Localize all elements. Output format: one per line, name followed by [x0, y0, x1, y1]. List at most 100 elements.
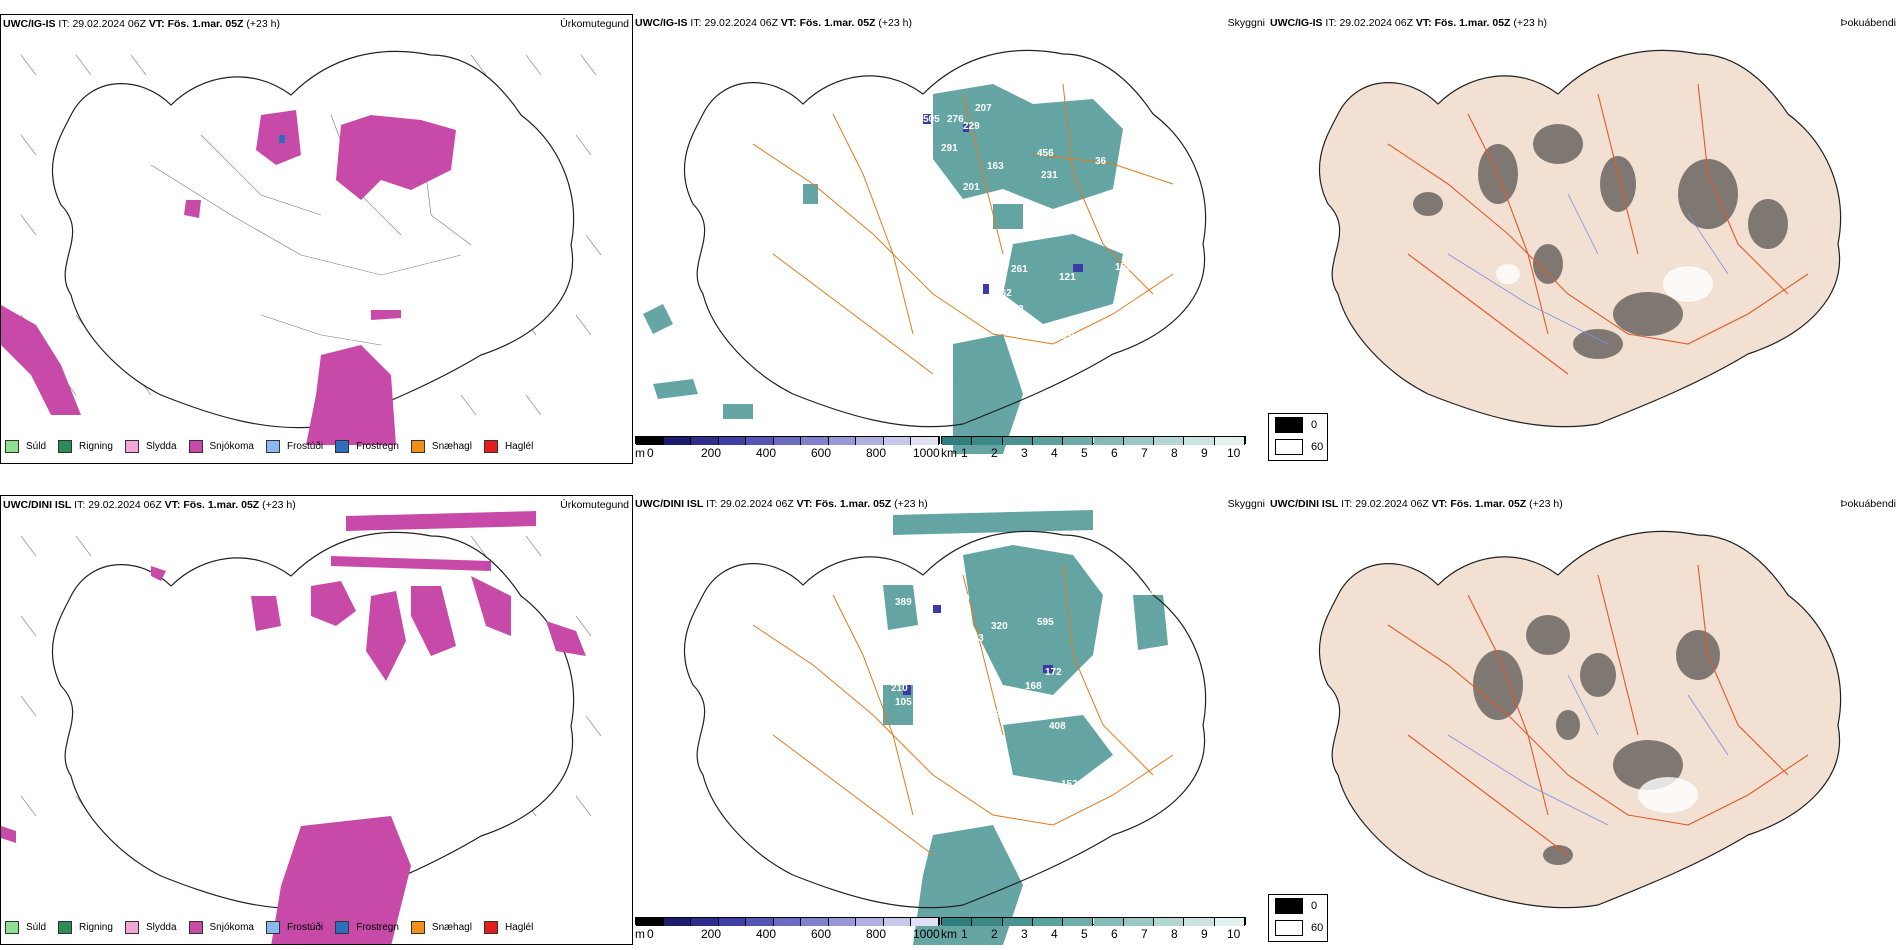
- panel-header: UWC/DINI ISL IT: 29.02.2024 06Z VT: Fös.…: [3, 499, 296, 511]
- colorbar-segment: [828, 918, 857, 926]
- height-label: 105: [895, 697, 912, 708]
- iceland-land: [1318, 530, 1842, 909]
- legend-item-frostudi: Frostúði: [265, 440, 323, 453]
- colorbar-segment: [856, 437, 884, 445]
- panel-header: UWC/IG-IS IT: 29.02.2024 06Z VT: Fös. 1.…: [635, 17, 912, 29]
- panel-title: Þokuábendi: [1840, 17, 1896, 29]
- height-label: 25: [995, 709, 1007, 720]
- panel-title: Þokuábendi: [1840, 498, 1896, 510]
- height-label: 408: [1049, 721, 1066, 732]
- colorbar-segment: [856, 918, 884, 926]
- height-label: 276: [947, 114, 964, 125]
- colorbar-segment: [801, 918, 829, 926]
- height-label: 172: [1045, 667, 1062, 678]
- panel-header: UWC/DINI ISL IT: 29.02.2024 06Z VT: Fös.…: [1270, 498, 1563, 510]
- height-label: 22: [1183, 601, 1195, 612]
- colorbar-segment: [746, 918, 774, 926]
- legend-item-frostregn: Frostregn: [335, 440, 399, 453]
- colorbar-segment: [911, 437, 939, 445]
- precip-legend: Súld Rigning Slydda Snjókoma Frostúði Fr…: [5, 440, 545, 453]
- height-label: 44: [1143, 587, 1155, 598]
- panel-header: UWC/DINI ISL IT: 29.02.2024 06Z VT: Fös.…: [635, 498, 928, 510]
- colorbar-segment: [718, 918, 747, 926]
- iceland-outline: [51, 50, 575, 429]
- height-label: 76: [901, 128, 913, 139]
- visibility-colorbar: km 1 2 3 4 5 6 7 8 9 10: [941, 917, 1246, 941]
- height-label: 320: [991, 621, 1008, 632]
- fog-index-panel-1: UWC/IG-IS IT: 29.02.2024 06Z VT: Fös. 1.…: [1268, 14, 1900, 464]
- height-label: 148: [1113, 722, 1130, 733]
- height-label: 155: [1115, 262, 1132, 273]
- colorbar-segment: [1093, 918, 1124, 926]
- colorbar-segment: [1214, 437, 1245, 445]
- colorbar-segment: [1123, 437, 1155, 445]
- precip-type-panel-2: UWC/DINI ISL IT: 29.02.2024 06Z VT: Fös.…: [0, 495, 633, 945]
- iceland-outline: [683, 49, 1207, 428]
- colorbar-segment: [1093, 437, 1124, 445]
- colorbar-segment: [801, 437, 829, 445]
- colorbar-segment: [1214, 918, 1245, 926]
- legend-item-frostudi: Frostúði: [265, 921, 323, 934]
- colorbar-segment: [883, 437, 912, 445]
- colorbar-segment: [1002, 918, 1033, 926]
- height-label: 208: [953, 240, 970, 251]
- panel-title: Úrkomutegund: [560, 499, 629, 511]
- colorbar-segment: [773, 918, 802, 926]
- legend-item-frostregn: Frostregn: [335, 921, 399, 934]
- colorbar-segment: [773, 437, 802, 445]
- colorbar-segment: [663, 918, 692, 926]
- panel-title: Skyggni: [1227, 498, 1265, 510]
- visibility-colorbar: km 1 2 3 4 5 6 7 8 9 10: [941, 436, 1246, 460]
- colorbar-segment: [691, 918, 719, 926]
- height-label: 207: [975, 103, 992, 114]
- height-label: 595: [1037, 617, 1054, 628]
- height-label: 700: [951, 613, 968, 624]
- legend-item-snaehagl: Snæhagl: [410, 440, 472, 453]
- height-label: 210: [891, 683, 908, 694]
- panel-header: UWC/IG-IS IT: 29.02.2024 06Z VT: Fös. 1.…: [3, 18, 280, 30]
- height-label: 231: [1041, 170, 1058, 181]
- fog-legend: 0 60: [1268, 413, 1328, 461]
- height-label: 201: [963, 182, 980, 193]
- legend-item-slydda: Slydda: [124, 921, 177, 934]
- visibility-map-1: 505 276 229 207 76 274 291 163 456 36 23…: [643, 49, 1207, 454]
- height-label: 2: [709, 240, 715, 251]
- height-label: 152: [1061, 779, 1078, 790]
- colorbar-segment: [1154, 918, 1185, 926]
- height-label: 456: [1037, 148, 1054, 159]
- height-label: 436: [943, 579, 960, 590]
- colorbar-segment: [1123, 918, 1155, 926]
- fog-index-panel-2: UWC/DINI ISL IT: 29.02.2024 06Z VT: Fös.…: [1268, 495, 1900, 945]
- colorbar-segment: [636, 437, 664, 445]
- legend-item-haglel: Haglél: [483, 921, 533, 934]
- height-label: 202: [1007, 304, 1024, 315]
- colorbar-segment: [1154, 437, 1185, 445]
- height-label: 162: [995, 288, 1012, 299]
- height-label: 121: [1059, 272, 1076, 283]
- colorbar-segment: [1184, 918, 1215, 926]
- height-label: 36: [1095, 156, 1107, 167]
- legend-item-rigning: Rigning: [58, 921, 113, 934]
- height-label: 389: [895, 597, 912, 608]
- legend-item-snjokoma: Snjókoma: [188, 921, 254, 934]
- panel-header: UWC/IG-IS IT: 29.02.2024 06Z VT: Fös. 1.…: [1270, 17, 1547, 29]
- colorbar-segment: [911, 918, 939, 926]
- height-label: 168: [1025, 681, 1042, 692]
- height-colorbar: m 0 200 400 600 800 1000: [635, 436, 940, 460]
- height-label: 274: [893, 142, 910, 153]
- height-label: 23: [1143, 148, 1155, 159]
- height-colorbar: m 0 200 400 600 800 1000: [635, 917, 940, 941]
- legend-item-slydda: Slydda: [124, 440, 177, 453]
- height-label: 505: [923, 114, 940, 125]
- colorbar-segment: [636, 918, 664, 926]
- legend-item-rigning: Rigning: [58, 440, 113, 453]
- colorbar-segment: [663, 437, 692, 445]
- fog-index-map-2: [1318, 530, 1842, 909]
- height-label: 29: [1063, 331, 1075, 342]
- colorbar-segment: [972, 437, 1003, 445]
- colorbar-segment: [746, 437, 774, 445]
- visibility-panel-1: 505 276 229 207 76 274 291 163 456 36 23…: [633, 14, 1268, 464]
- legend-item-snaehagl: Snæhagl: [410, 921, 472, 934]
- height-label: 291: [941, 143, 958, 154]
- colorbar-segment: [942, 437, 973, 445]
